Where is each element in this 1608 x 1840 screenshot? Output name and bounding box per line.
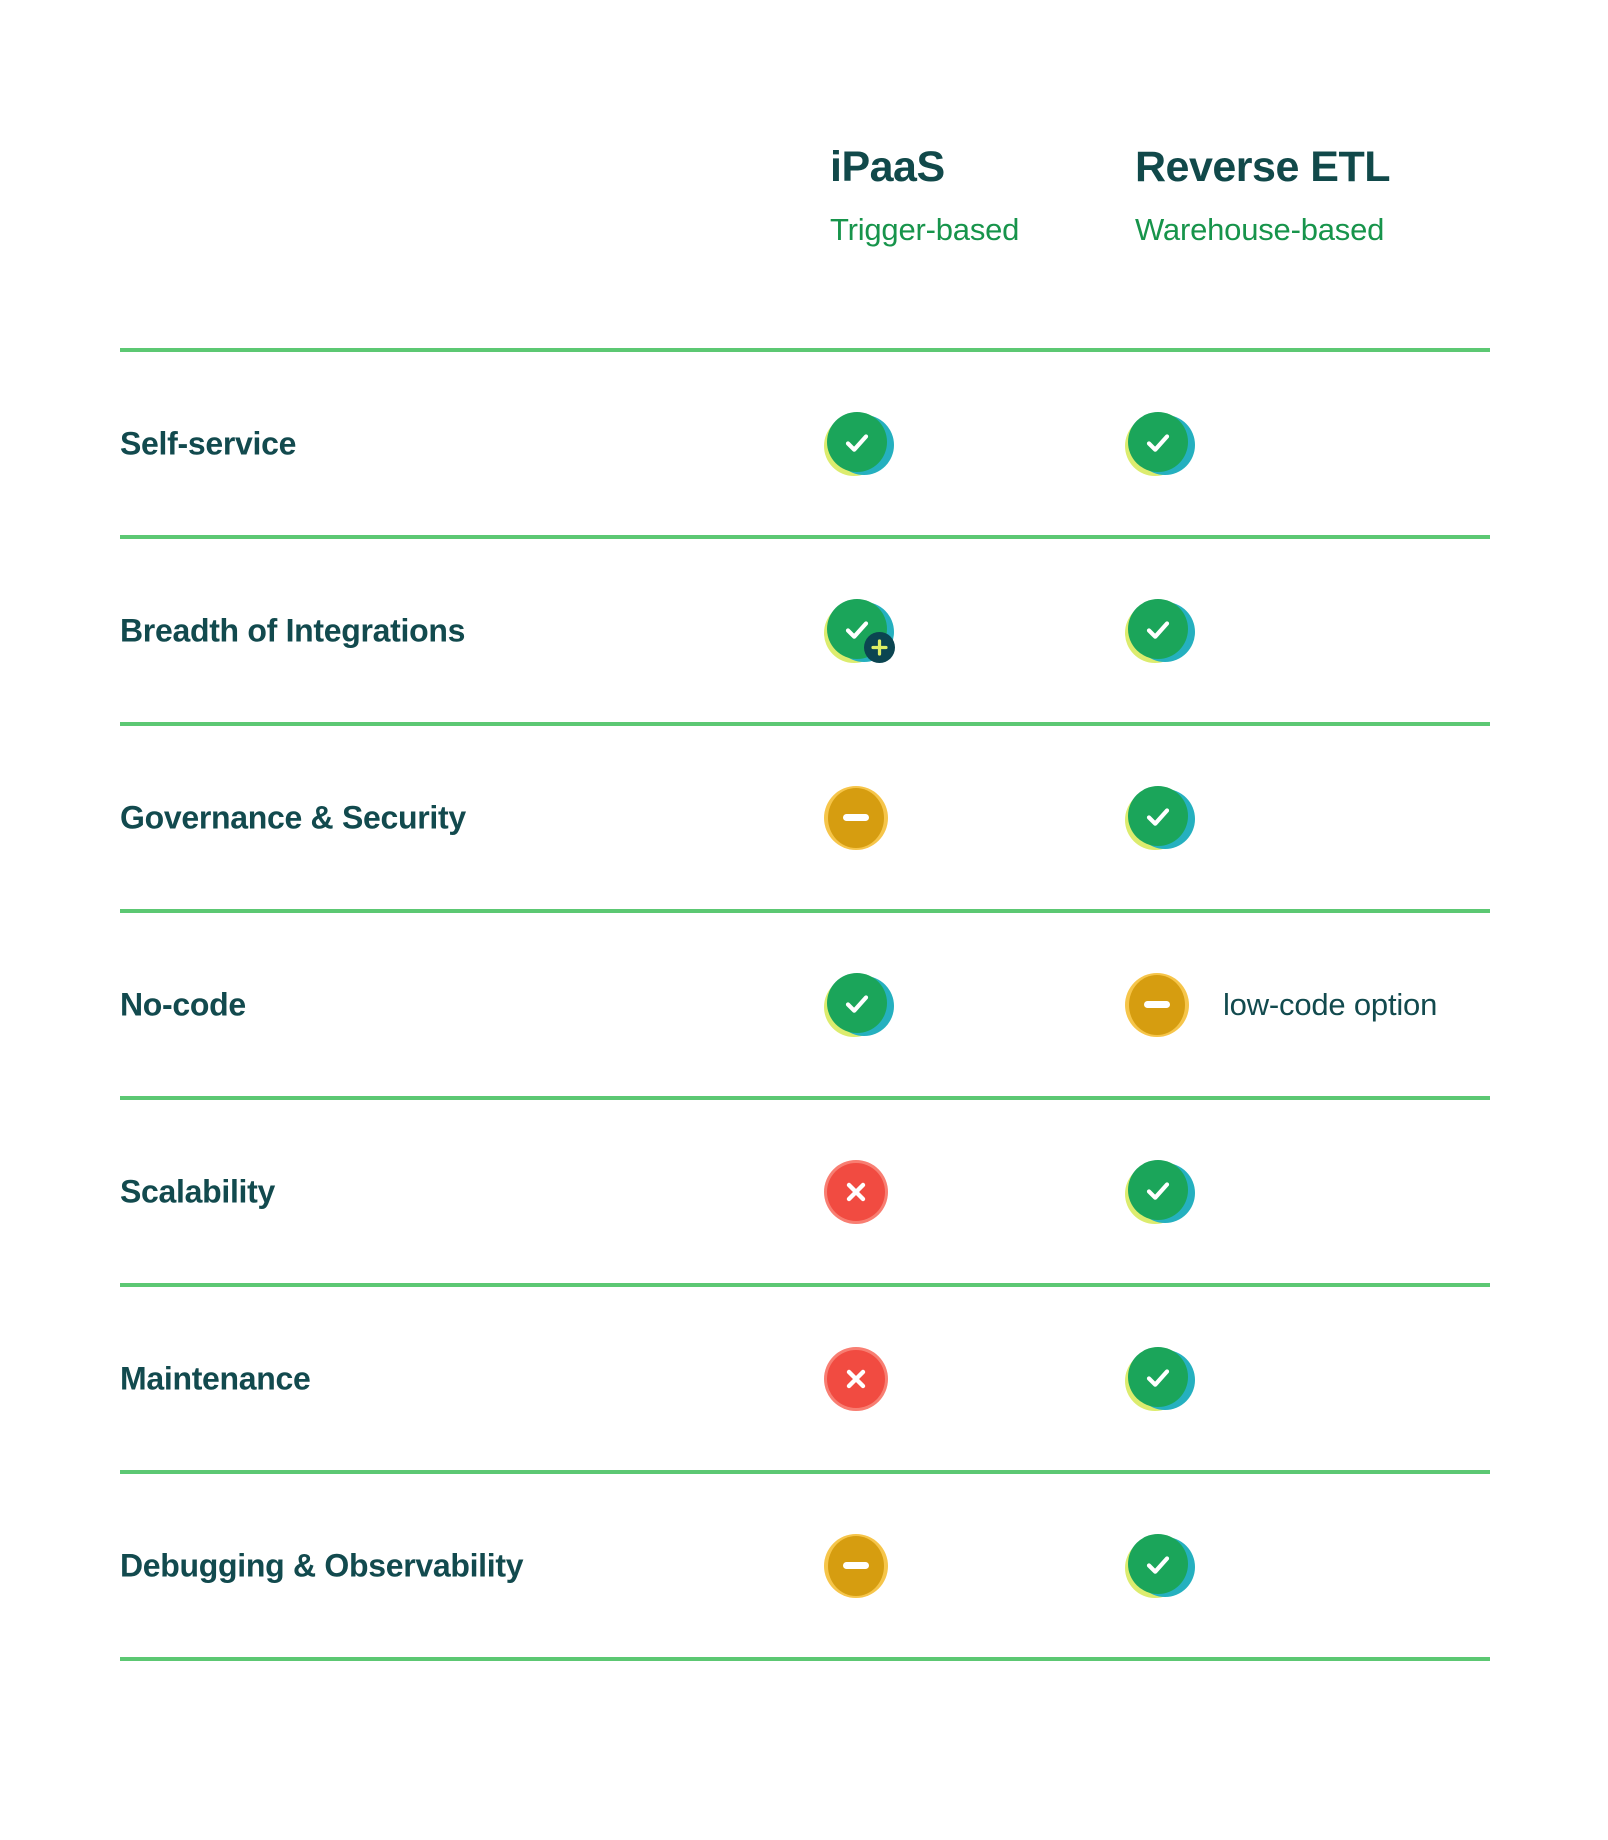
row-label: Governance & Security [120,799,466,835]
column-subtitle-ipaas: Trigger-based [830,212,1020,247]
cross-icon [824,1346,888,1411]
cell-note: low-code option [1223,986,1438,1022]
row-label: Debugging & Observability [120,1547,524,1583]
minus-glyph [843,1562,869,1569]
cell-ipaas [824,411,894,476]
column-title-reverse-etl: Reverse ETL [1135,143,1391,191]
check-icon [1125,598,1195,663]
cell-reverse-etl [1125,1533,1195,1598]
column-header-ipaas: iPaaS Trigger-based [830,143,1020,247]
cell-ipaas [824,1346,888,1411]
checkmark-glyph [1146,1368,1170,1387]
check-circle [1128,1533,1188,1594]
minus-circle [828,1535,884,1596]
row-label: Self-service [120,425,297,461]
check-icon [1125,1159,1195,1224]
cell-reverse-etl: low-code option [1125,972,1438,1037]
cell-ipaas [824,1159,888,1224]
table-row: Breadth of Integrations [120,535,1490,722]
table-row: No-code low-code option [120,909,1490,1096]
minus-glyph [843,814,869,821]
minus-icon [1125,972,1189,1037]
check-icon [824,411,894,476]
checkmark-glyph [1146,620,1170,639]
check-circle [827,411,887,472]
check-icon [1125,1533,1195,1598]
check-icon [824,972,894,1037]
table-row: Self-service [120,348,1490,535]
table-row: Debugging & Observability [120,1470,1490,1657]
column-subtitle-reverse-etl: Warehouse-based [1135,212,1385,247]
checkmark-glyph [1146,1555,1170,1574]
cell-ipaas [824,1533,888,1598]
column-header-reverse-etl: Reverse ETL Warehouse-based [1135,143,1391,247]
table-row: Maintenance [120,1283,1490,1470]
cross-icon [824,1159,888,1224]
column-title-ipaas: iPaaS [830,143,945,191]
check-circle [1128,598,1188,659]
checkmark-glyph [845,433,869,452]
minus-circle [828,787,884,848]
check-icon [1125,1346,1195,1411]
cell-reverse-etl [1125,785,1195,850]
minus-circle [1129,974,1185,1035]
row-label: No-code [120,986,246,1022]
checkmark-glyph [1146,1181,1170,1200]
cross-circle [827,1349,885,1408]
cross-glyph [846,1182,866,1201]
cross-circle [827,1162,885,1221]
checkmark-glyph [1146,433,1170,452]
check-circle [1128,411,1188,472]
cell-reverse-etl [1125,1159,1195,1224]
checkmark-glyph [845,620,869,639]
cell-reverse-etl [1125,1346,1195,1411]
check-icon [1125,411,1195,476]
check-circle [1128,1159,1188,1220]
check-circle [1128,1346,1188,1407]
minus-icon [824,1533,888,1598]
table-row: Governance & Security [120,722,1490,909]
checkmark-glyph [845,994,869,1013]
check-icon [1125,785,1195,850]
cell-ipaas [824,785,888,850]
minus-icon [824,785,888,850]
table-row: Scalability [120,1096,1490,1283]
row-label: Breadth of Integrations [120,612,466,648]
cell-ipaas [824,972,894,1037]
check-circle [827,972,887,1033]
comparison-table: Self-service Breadth of Integrations Gov… [120,348,1490,1661]
minus-glyph [1144,1001,1170,1008]
cross-glyph [846,1369,866,1388]
cell-reverse-etl [1125,598,1195,663]
cell-reverse-etl [1125,411,1195,476]
plus-glyph [871,638,888,656]
check-plus-icon [824,598,895,663]
row-label: Scalability [120,1173,275,1209]
plus-badge-icon [864,631,895,663]
check-circle [1128,785,1188,846]
cell-ipaas [824,598,895,663]
row-label: Maintenance [120,1360,311,1396]
checkmark-glyph [1146,807,1170,826]
